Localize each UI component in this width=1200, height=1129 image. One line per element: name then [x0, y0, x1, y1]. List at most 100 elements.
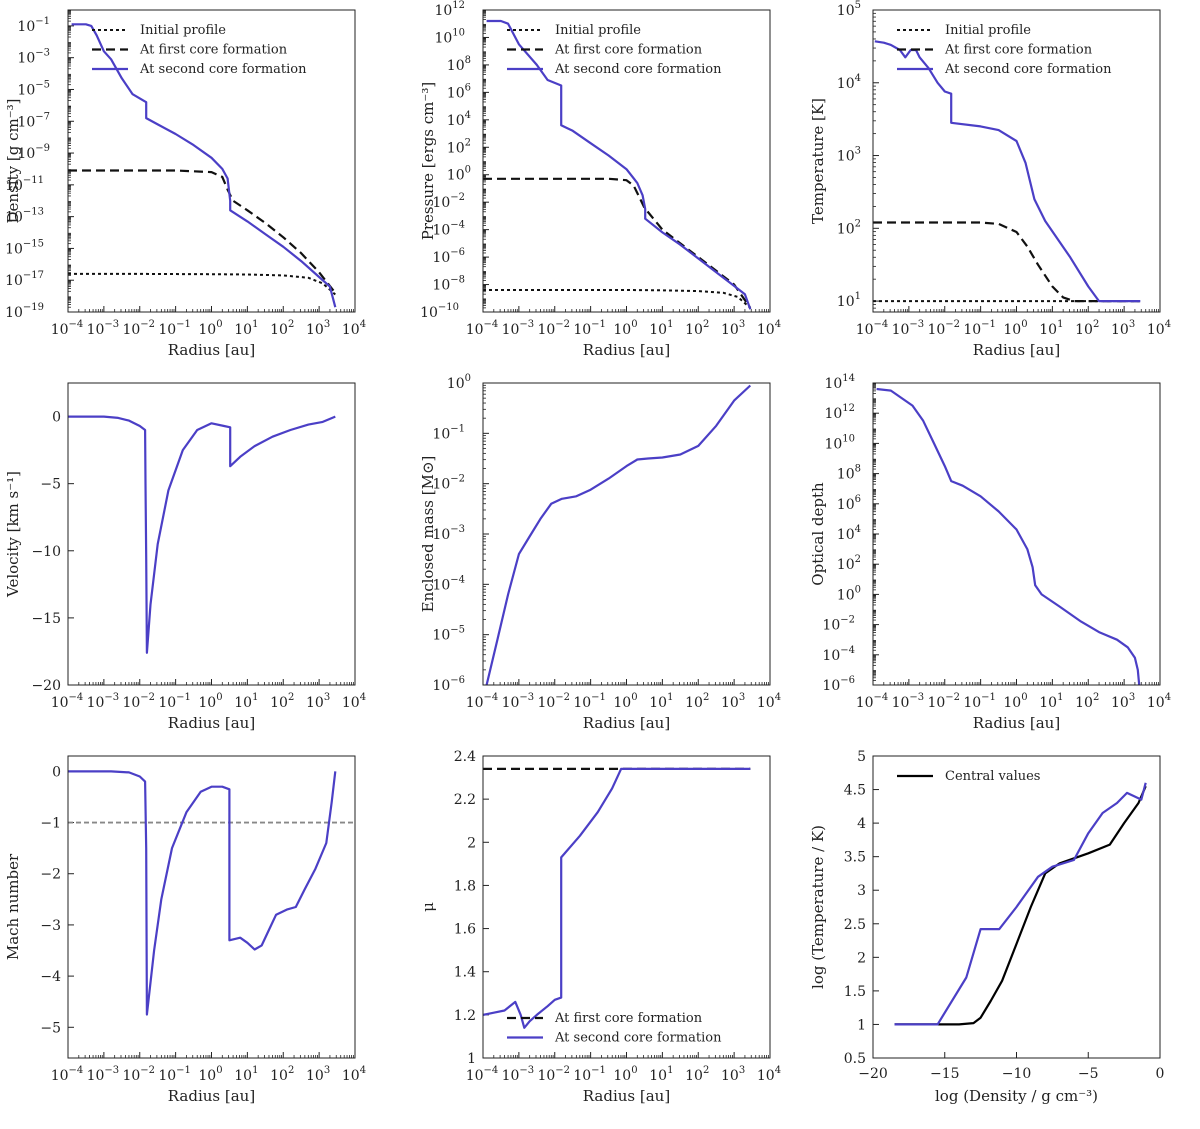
x-tick-label: 102: [270, 1065, 294, 1084]
x-tick-label: 101: [1039, 692, 1063, 711]
x-tick-label: 101: [649, 1065, 673, 1084]
y-tick-label: 1.5: [844, 984, 866, 1000]
y-tick-label: 10−4: [822, 645, 855, 664]
x-tick-label: 100: [613, 319, 637, 338]
series-initial: [68, 272, 336, 296]
x-tick-label: 103: [1111, 319, 1135, 338]
x-tick-label: 10−3: [502, 692, 535, 711]
y-tick-label: 10−3: [17, 48, 50, 67]
x-tick-label: 10−2: [927, 692, 960, 711]
x-tick-label: 100: [198, 692, 222, 711]
y-tick-label: 1: [467, 1051, 476, 1067]
x-tick-label: −20: [858, 1066, 888, 1082]
series-central: [894, 785, 1147, 1026]
x-axis-label: Radius [au]: [973, 341, 1060, 359]
series-second: [894, 782, 1147, 1026]
y-tick-label: 10−9: [17, 143, 50, 162]
y-tick-label: 1010: [824, 433, 855, 452]
y-tick-label: 2.4: [454, 749, 476, 765]
y-tick-label: 1.8: [454, 878, 476, 894]
x-tick-label: 10−4: [856, 319, 889, 338]
y-tick-label: 104: [837, 73, 861, 92]
legend-label-second: At second core formation: [944, 62, 1112, 77]
series-second: [71, 23, 337, 308]
x-tick-label: 10−4: [466, 319, 499, 338]
y-tick-label: 1014: [824, 373, 855, 392]
series-first: [873, 221, 1141, 303]
x-tick-label: 10−1: [963, 692, 996, 711]
x-tick-label: 102: [685, 319, 709, 338]
y-tick-label: −15: [31, 611, 61, 627]
x-tick-label: 10−2: [122, 319, 155, 338]
legend-label-first: At first core formation: [554, 43, 703, 58]
panel-density: 10−4 10−3 10−2 10−1 100 101 102 103 10410−1910−1…: [4, 9, 366, 359]
y-tick-label: −2: [40, 867, 61, 883]
y-tick-label: 2: [857, 950, 866, 966]
series-first: [483, 177, 752, 309]
x-tick-label: 10−3: [892, 692, 925, 711]
x-tick-label: 100: [613, 692, 637, 711]
legend-label-first: At first core formation: [944, 43, 1093, 58]
y-tick-label: 1010: [434, 27, 465, 46]
y-tick-label: 10−17: [5, 270, 44, 289]
x-tick-label: 103: [306, 692, 330, 711]
x-tick-label: 101: [649, 319, 673, 338]
x-tick-label: 102: [1075, 319, 1099, 338]
y-tick-label: 100: [837, 584, 861, 603]
y-tick-label: 10−4: [432, 574, 465, 593]
x-tick-label: 10−4: [466, 1065, 499, 1084]
y-tick-label: 108: [837, 464, 861, 483]
y-tick-label: 106: [447, 82, 471, 101]
series-second: [485, 384, 752, 685]
x-tick-label: 104: [757, 1065, 781, 1084]
x-tick-label: 10−4: [51, 692, 84, 711]
y-tick-label: 102: [837, 218, 861, 237]
y-tick-label: 1: [857, 1017, 866, 1033]
y-axis-label: Mach number: [4, 853, 22, 960]
x-tick-label: 0: [1156, 1066, 1165, 1082]
x-tick-label: 10−4: [51, 1065, 84, 1084]
x-tick-label: 10−3: [502, 319, 535, 338]
plot-frame: [67, 382, 356, 686]
x-tick-label: 10−2: [927, 319, 960, 338]
x-tick-label: 10−3: [87, 1065, 120, 1084]
y-tick-label: 10−1: [432, 423, 465, 442]
plot-frame: [872, 9, 1161, 313]
x-tick-label: −15: [930, 1066, 960, 1082]
y-axis-label: Pressure [ergs cm⁻³]: [419, 82, 437, 240]
y-tick-label: 101: [837, 291, 861, 310]
x-tick-label: 100: [613, 1065, 637, 1084]
x-tick-label: 103: [1111, 692, 1135, 711]
y-tick-label: 2.5: [844, 917, 866, 933]
x-axis-label: Radius [au]: [168, 341, 255, 359]
y-tick-label: 3: [857, 883, 866, 899]
x-tick-label: 101: [1039, 319, 1063, 338]
y-axis-label: log (Temperature / K): [809, 825, 827, 989]
x-tick-label: 102: [270, 319, 294, 338]
x-tick-label: 10−4: [856, 692, 889, 711]
x-tick-label: 10−3: [87, 692, 120, 711]
plot-frame: [872, 382, 1161, 686]
y-tick-label: −10: [31, 544, 61, 560]
y-tick-label: 0.5: [844, 1051, 866, 1067]
y-tick-label: 0: [52, 410, 61, 426]
y-tick-label: 1.6: [454, 922, 476, 938]
x-tick-label: 10−4: [51, 319, 84, 338]
plot-frame: [67, 9, 356, 313]
y-tick-label: −4: [40, 969, 61, 985]
x-tick-label: 100: [198, 319, 222, 338]
x-tick-label: 10−3: [87, 319, 120, 338]
x-tick-label: 103: [721, 1065, 745, 1084]
y-tick-label: 10−7: [17, 111, 50, 130]
y-tick-label: 100: [447, 373, 471, 392]
x-tick-label: 104: [757, 319, 781, 338]
y-tick-label: 2: [467, 835, 476, 851]
y-axis-label: Density [g cm⁻³]: [4, 99, 22, 224]
x-tick-label: 104: [342, 319, 366, 338]
legend-label-first: At first core formation: [554, 1011, 703, 1026]
x-tick-label: 101: [649, 692, 673, 711]
legend-label-initial: Initial profile: [140, 23, 226, 38]
y-axis-label: Velocity [km s⁻¹]: [4, 471, 22, 598]
legend-label-initial: Initial profile: [555, 23, 641, 38]
panel-optical_depth: 10−4 10−3 10−2 10−1 100 101 102 103 10410−610−41…: [809, 373, 1171, 732]
